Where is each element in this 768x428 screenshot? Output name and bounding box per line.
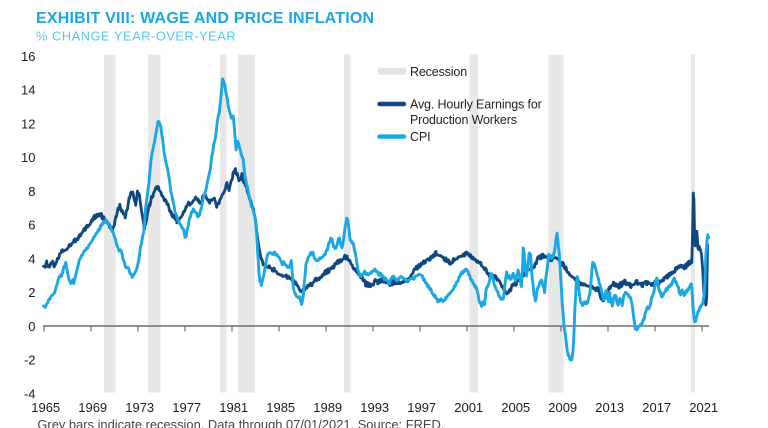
svg-text:2009: 2009: [548, 400, 577, 415]
svg-text:14: 14: [21, 83, 35, 98]
svg-text:1973: 1973: [125, 400, 154, 415]
svg-text:10: 10: [21, 150, 35, 165]
svg-text:2001: 2001: [454, 400, 483, 415]
svg-text:Production Workers: Production Workers: [410, 113, 517, 127]
svg-text:Recession: Recession: [410, 65, 467, 79]
svg-text:-4: -4: [24, 386, 36, 401]
svg-text:1985: 1985: [266, 400, 295, 415]
svg-text:1989: 1989: [313, 400, 342, 415]
svg-text:8: 8: [28, 184, 35, 199]
svg-text:EXHIBIT VIII: WAGE AND PRICE I: EXHIBIT VIII: WAGE AND PRICE INFLATION: [36, 10, 374, 27]
svg-text:1993: 1993: [360, 400, 389, 415]
svg-text:-2: -2: [24, 353, 36, 368]
svg-text:4: 4: [28, 251, 35, 266]
svg-text:1965: 1965: [31, 400, 60, 415]
svg-text:2: 2: [28, 285, 35, 300]
svg-text:CPI: CPI: [410, 130, 430, 144]
svg-text:Avg. Hourly Earnings for: Avg. Hourly Earnings for: [410, 98, 542, 112]
svg-text:0: 0: [28, 319, 35, 334]
svg-text:2021: 2021: [689, 400, 718, 415]
svg-text:% CHANGE YEAR-OVER-YEAR: % CHANGE YEAR-OVER-YEAR: [36, 29, 236, 44]
svg-text:12: 12: [21, 116, 35, 131]
svg-text:2005: 2005: [501, 400, 530, 415]
svg-text:2017: 2017: [642, 400, 671, 415]
svg-text:2013: 2013: [595, 400, 624, 415]
svg-text:16: 16: [21, 49, 35, 64]
svg-text:6: 6: [28, 218, 35, 233]
svg-text:Grey bars indicate recession.: Grey bars indicate recession. Data throu…: [37, 417, 444, 428]
svg-text:1969: 1969: [78, 400, 107, 415]
svg-text:1981: 1981: [219, 400, 248, 415]
svg-text:1977: 1977: [172, 400, 201, 415]
svg-text:1997: 1997: [407, 400, 436, 415]
